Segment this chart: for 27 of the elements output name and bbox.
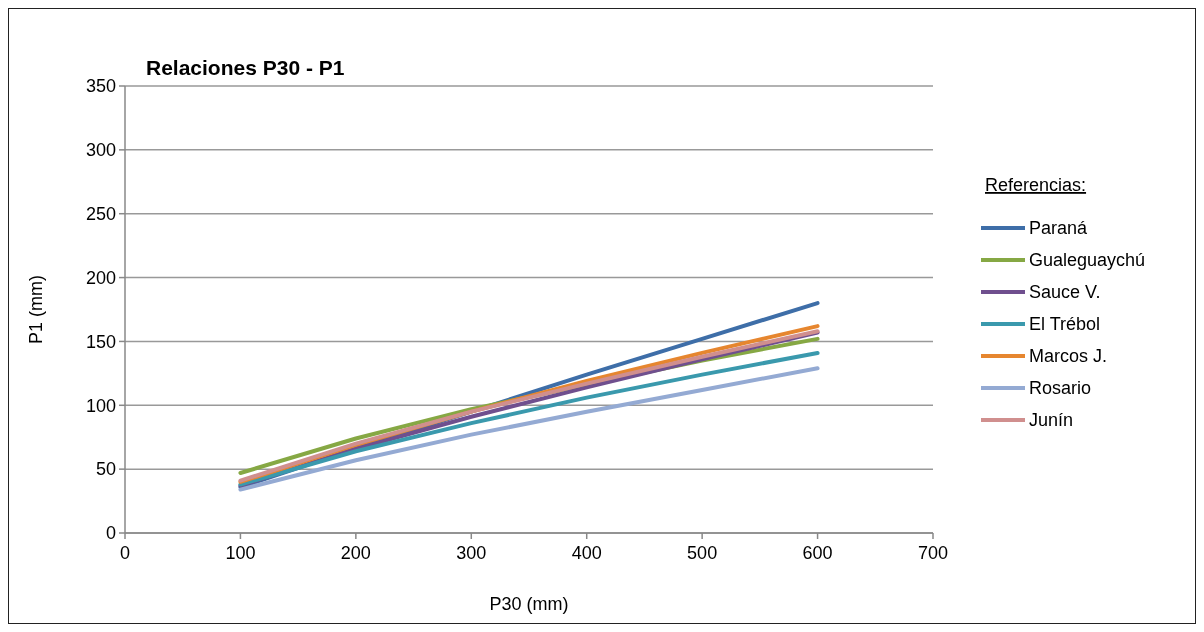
y-tick-label: 350 [85, 76, 116, 97]
legend-label: Sauce V. [1029, 282, 1101, 303]
x-axis-title: P30 (mm) [489, 594, 569, 614]
legend-label: Paraná [1029, 218, 1089, 239]
chart-title: Relaciones P30 - P1 [146, 56, 345, 79]
legend-label: Gualeguaychú [1029, 250, 1146, 271]
legend-label: Marcos J. [1029, 346, 1108, 367]
y-tick-label: 100 [85, 395, 116, 416]
x-tick-label: 100 [225, 543, 256, 563]
y-tick-label: 300 [85, 140, 116, 161]
x-tick-label: 700 [917, 543, 949, 563]
y-axis-title: P1 (mm) [26, 275, 46, 344]
x-tick-label: 600 [802, 543, 833, 563]
y-tick-label: 200 [85, 267, 116, 288]
x-tick-label: 0 [119, 543, 131, 563]
y-tick-label: 50 [95, 459, 116, 480]
legend-label: Rosario [1029, 378, 1092, 399]
legend-title: Referencias: [985, 175, 1087, 195]
y-tick-label: 250 [85, 204, 116, 225]
y-tick-label: 150 [85, 331, 116, 352]
x-tick-label: 500 [687, 543, 718, 563]
y-tick-label: 0 [105, 523, 116, 544]
legend-label: El Trébol [1029, 314, 1101, 335]
x-tick-label: 200 [340, 543, 371, 563]
legend-label: Junín [1029, 410, 1074, 431]
x-tick-label: 300 [456, 543, 487, 563]
x-tick-label: 400 [571, 543, 602, 563]
